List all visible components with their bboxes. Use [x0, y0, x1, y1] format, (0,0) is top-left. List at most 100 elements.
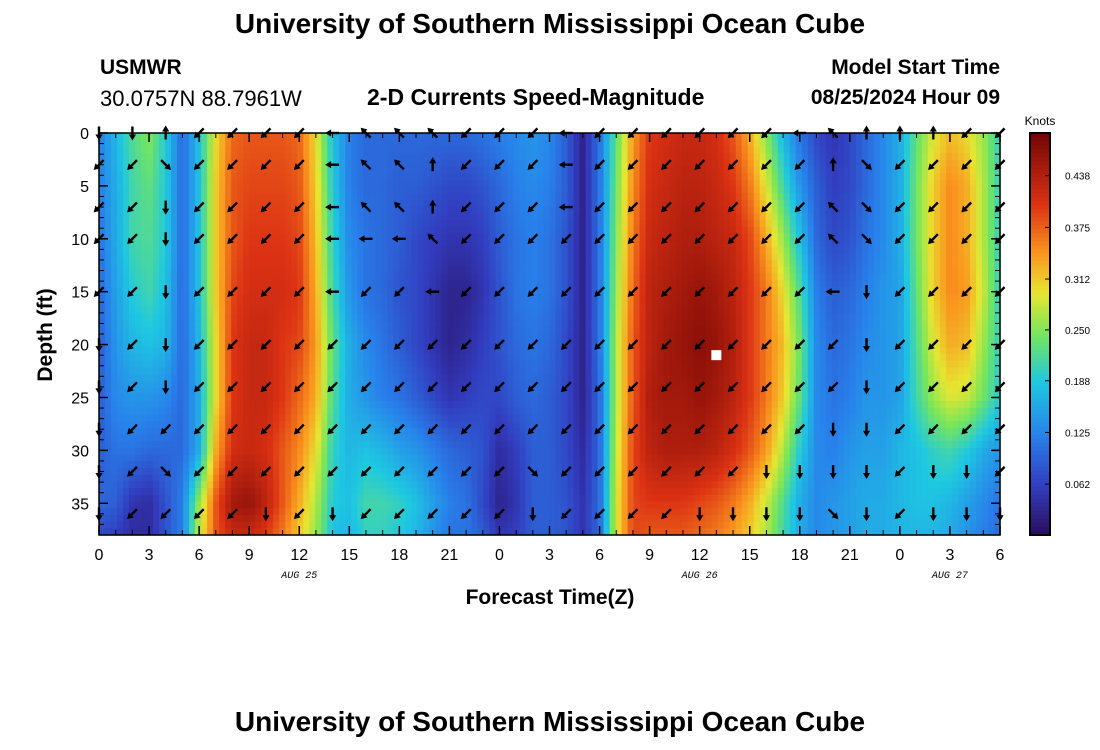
heatmap-cell — [327, 153, 334, 161]
heatmap-cell — [381, 340, 388, 348]
heatmap-cell — [123, 354, 130, 362]
heatmap-cell — [585, 179, 593, 188]
heatmap-cell — [405, 139, 412, 147]
heatmap-cell — [285, 253, 292, 261]
heatmap-cell — [555, 421, 563, 429]
heatmap-cell — [393, 273, 400, 281]
heatmap-cell — [561, 501, 569, 509]
heatmap-cell — [327, 320, 334, 328]
heatmap-cell — [423, 401, 430, 409]
heatmap-cell — [405, 200, 412, 208]
heatmap-cell — [315, 133, 322, 141]
heatmap-cell — [135, 253, 142, 261]
heatmap-cell — [327, 173, 334, 181]
heatmap-cell — [183, 454, 190, 462]
heatmap-cell — [591, 139, 599, 147]
heatmap-cell — [489, 528, 497, 536]
heatmap-cell — [177, 374, 184, 382]
heatmap-cell — [381, 253, 388, 261]
heatmap-cell — [285, 293, 292, 302]
heatmap-cell — [555, 300, 563, 308]
heatmap-cell — [465, 273, 473, 281]
heatmap-cell — [567, 508, 575, 516]
heatmap-cell — [483, 427, 491, 436]
heatmap-cell — [309, 327, 316, 335]
heatmap-cell — [171, 220, 178, 228]
heatmap-cell — [555, 367, 563, 375]
heatmap-cell — [165, 494, 172, 503]
heatmap-cell — [543, 226, 551, 235]
heatmap-cell — [429, 146, 436, 154]
heatmap-cell — [393, 360, 400, 369]
heatmap-cell — [525, 334, 533, 342]
heatmap-cell — [405, 193, 412, 201]
heatmap-cell — [117, 153, 124, 161]
heatmap-cell — [237, 474, 244, 482]
heatmap-cell — [231, 320, 238, 328]
heatmap-cell — [141, 441, 148, 449]
heatmap-cell — [363, 434, 370, 442]
heatmap-cell — [357, 139, 364, 147]
heatmap-cell — [543, 427, 551, 436]
heatmap-cell — [285, 327, 292, 335]
heatmap-cell — [219, 414, 226, 422]
heatmap-cell — [231, 394, 238, 402]
heatmap-cell — [495, 488, 503, 496]
heatmap-cell — [351, 401, 358, 409]
heatmap-cell — [171, 206, 178, 214]
heatmap-cell — [495, 220, 503, 228]
heatmap-cell — [333, 401, 340, 409]
heatmap-cell — [375, 434, 382, 442]
heatmap-cell — [219, 340, 226, 348]
heatmap-cell — [147, 240, 154, 248]
heatmap-cell — [537, 528, 545, 536]
heatmap-cell — [459, 200, 467, 208]
heatmap-cell — [111, 226, 118, 235]
heatmap-cell — [195, 387, 202, 395]
heatmap-cell — [129, 200, 136, 208]
heatmap-cell — [381, 414, 388, 422]
heatmap-cell — [357, 159, 364, 168]
heatmap-cell — [477, 514, 485, 523]
heatmap-cell — [357, 354, 364, 362]
heatmap-cell — [267, 514, 274, 523]
heatmap-cell — [261, 367, 268, 375]
heatmap-cell — [321, 334, 328, 342]
heatmap-cell — [519, 280, 527, 288]
heatmap-cell — [339, 434, 346, 442]
heatmap-cell — [375, 186, 382, 194]
heatmap-cell — [495, 240, 503, 248]
heatmap-cell — [201, 508, 208, 516]
heatmap-cell — [549, 394, 557, 402]
heatmap-cell — [573, 260, 581, 268]
heatmap-cell — [519, 300, 527, 308]
heatmap-cell — [309, 206, 316, 214]
heatmap-cell — [513, 521, 521, 529]
heatmap-cell — [417, 287, 424, 295]
heatmap-cell — [393, 267, 400, 275]
heatmap-cell — [573, 240, 581, 248]
heatmap-cell — [147, 501, 154, 509]
heatmap-cell — [441, 387, 448, 395]
heatmap-cell — [207, 193, 214, 201]
heatmap-cell — [483, 441, 491, 449]
heatmap-cell — [411, 280, 418, 288]
heatmap-cell — [405, 441, 412, 449]
heatmap-cell — [123, 461, 130, 469]
heatmap-cell — [159, 407, 166, 415]
heatmap-cell — [519, 441, 527, 449]
heatmap-cell — [369, 193, 376, 201]
heatmap-cell — [159, 468, 166, 476]
heatmap-cell — [219, 360, 226, 369]
heatmap-cell — [543, 313, 551, 322]
heatmap-cell — [531, 340, 539, 348]
heatmap-cell — [159, 206, 166, 214]
heatmap-cell — [333, 313, 340, 322]
heatmap-cell — [117, 461, 124, 469]
heatmap-cell — [303, 193, 310, 201]
heatmap-cell — [267, 461, 274, 469]
heatmap-cell — [255, 133, 262, 141]
heatmap-cell — [237, 133, 244, 141]
heatmap-cell — [453, 387, 460, 395]
heatmap-cell — [345, 421, 352, 429]
